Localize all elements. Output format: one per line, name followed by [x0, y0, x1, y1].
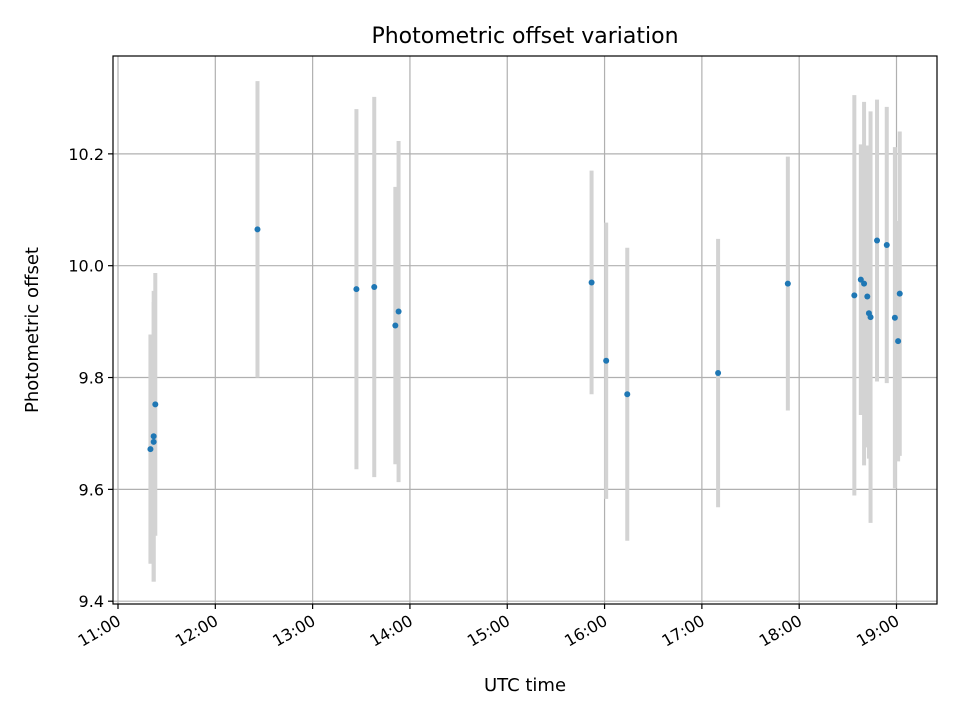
- data-point: [851, 292, 858, 299]
- data-point: [874, 237, 881, 244]
- y-tick-label: 10.0: [68, 257, 104, 276]
- data-point: [254, 226, 261, 233]
- data-point: [395, 308, 402, 315]
- data-point: [371, 283, 378, 290]
- data-point: [392, 322, 399, 329]
- x-tick-label: 14:00: [367, 611, 416, 651]
- y-tick-label: 9.8: [79, 369, 104, 388]
- x-axis-label: UTC time: [484, 675, 566, 696]
- data-point: [895, 338, 902, 345]
- y-tick-label: 9.6: [79, 480, 104, 499]
- y-tick-label: 9.4: [79, 592, 104, 611]
- x-tick-label: 15:00: [464, 611, 513, 651]
- y-axis-label: Photometric offset: [22, 247, 43, 413]
- data-point: [891, 314, 898, 321]
- data-point: [150, 438, 157, 445]
- data-point: [715, 370, 722, 377]
- y-tick-label: 10.2: [68, 145, 104, 164]
- data-point: [152, 401, 159, 408]
- x-tick-label: 19:00: [853, 611, 902, 651]
- x-tick-label: 11:00: [75, 611, 124, 651]
- data-point: [864, 293, 871, 300]
- data-point: [147, 446, 154, 453]
- data-point: [883, 242, 890, 249]
- data-point: [588, 279, 595, 286]
- x-tick-label: 16:00: [561, 611, 610, 651]
- data-point: [861, 280, 868, 287]
- data-point: [624, 391, 631, 398]
- data-point: [784, 280, 791, 287]
- y-axis-ticks: 9.4 9.6 9.8 10.0 10.2: [68, 145, 113, 611]
- data-point: [867, 314, 874, 321]
- plot-frame: [112, 55, 938, 605]
- x-tick-label: 17:00: [658, 611, 707, 651]
- x-tick-label: 18:00: [756, 611, 805, 651]
- x-tick-label: 13:00: [269, 611, 318, 651]
- data-points: [147, 226, 903, 453]
- data-point: [150, 433, 157, 440]
- data-point: [353, 286, 360, 293]
- grid: [113, 56, 937, 604]
- chart-title: Photometric offset variation: [371, 24, 678, 49]
- error-bars: [148, 81, 902, 582]
- x-axis-ticks: 11:00 12:00 13:00 14:00 15:00 16:00 17:00 18:00…: [75, 604, 903, 651]
- data-point: [603, 357, 610, 364]
- data-point: [896, 290, 903, 297]
- x-tick-label: 12:00: [172, 611, 221, 651]
